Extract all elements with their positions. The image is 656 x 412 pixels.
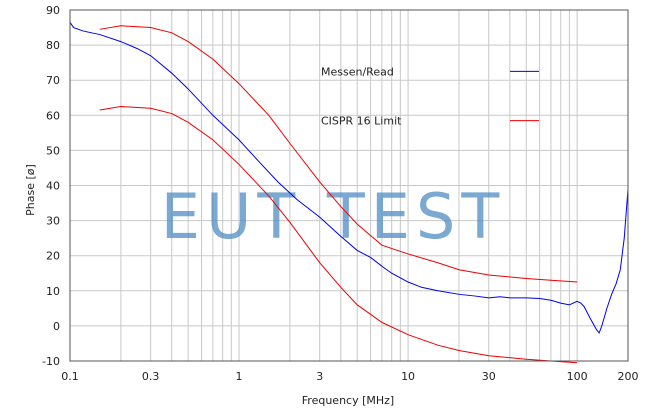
legend-label: CISPR 16 Limit [321,115,402,128]
y-tick-label: 20 [46,250,60,263]
plot-frame [69,9,629,362]
watermark-text: EUT TEST [161,180,505,253]
y-tick-label: 30 [46,215,60,228]
x-tick-label: 1 [236,370,243,383]
x-tick-label: 0.1 [61,370,79,383]
x-tick-label: 0.3 [142,370,160,383]
tick-labels: 0.1 0.3 1 3 10 30 100 200 -10 0 10 20 30 40 50 60 70 80 90 [42,4,638,383]
series-line-cispr-lower-limit [99,106,578,364]
watermark-layer: EUT TEST [161,180,505,253]
series-layer [69,22,629,364]
y-tick-label: 80 [46,39,60,52]
y-tick-label: -10 [42,355,60,368]
x-tick-label: 200 [618,370,639,383]
x-tick-label: 100 [567,370,588,383]
series-line-messen-read [69,22,629,334]
x-tick-label: 3 [316,370,323,383]
y-tick-label: 40 [46,180,60,193]
y-tick-label: 0 [53,320,60,333]
y-tick-label: 70 [46,74,60,87]
series-line-cispr-upper-limit [99,25,578,283]
y-axis-label: Phase [ø] [24,164,37,216]
legend-label: Messen/Read [321,65,394,78]
x-axis-label: Frequency [MHz] [302,394,394,407]
legend: Messen/Read CISPR 16 Limit [321,65,539,128]
y-tick-label: 50 [46,144,60,157]
y-tick-label: 90 [46,4,60,17]
y-tick-label: 10 [46,285,60,298]
x-tick-label: 10 [401,370,415,383]
x-tick-label: 30 [482,370,496,383]
y-tick-label: 60 [46,109,60,122]
